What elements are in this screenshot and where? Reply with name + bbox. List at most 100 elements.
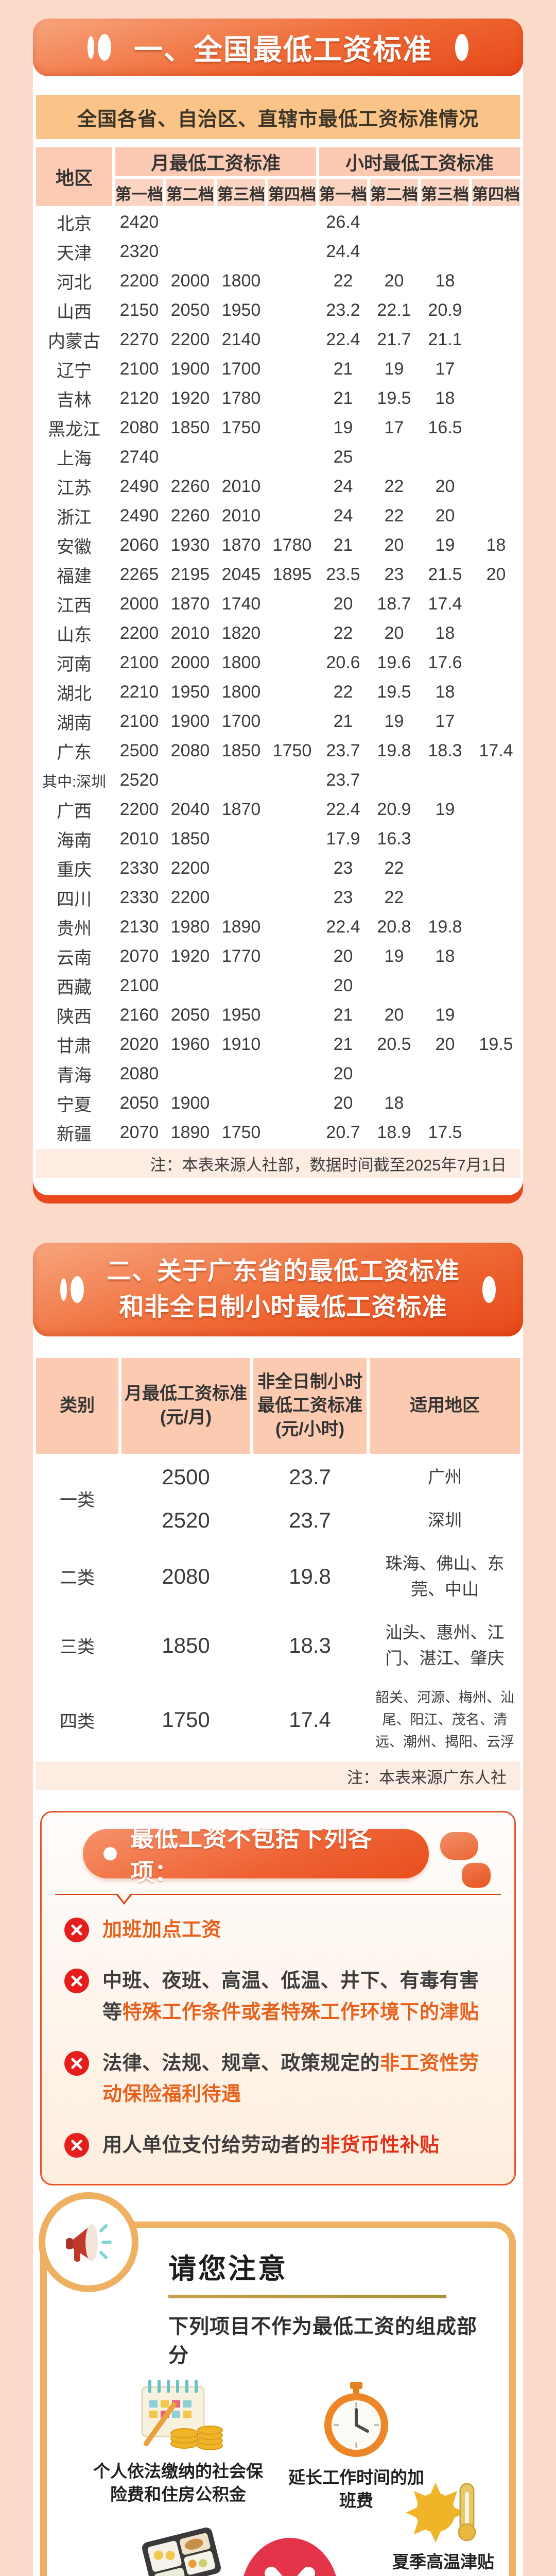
monthly-value-cell xyxy=(268,973,316,999)
region-cell: 上海 xyxy=(57,449,92,469)
monthly-value-cell: 2120 xyxy=(119,388,159,408)
monthly-value-cell: 2200 xyxy=(170,888,210,907)
hourly-value-cell: 21 xyxy=(333,535,353,555)
monthly-value-cell xyxy=(268,473,316,500)
monthly-value-cell: 2200 xyxy=(119,623,159,643)
hourly-value-cell: 20 xyxy=(486,565,506,584)
column-header: 类别 xyxy=(36,1358,118,1454)
monthly-value-cell: 2000 xyxy=(119,594,159,614)
hourly-value-cell: 19.8 xyxy=(377,741,411,760)
notice-item-caption: 个人依法缴纳的社会保险费和住房公积金 xyxy=(93,2462,263,2504)
monthly-value-cell: 2150 xyxy=(119,300,159,320)
hourly-value-cell xyxy=(370,209,418,235)
monthly-value-cell: 2330 xyxy=(119,858,159,878)
x-circle-icon xyxy=(64,1918,89,1943)
hourly-value-cell: 22.1 xyxy=(377,300,411,320)
region-cell: 福建 xyxy=(57,567,92,586)
hourly-value-cell: 17.5 xyxy=(428,1123,462,1142)
bento-icon xyxy=(142,2527,221,2576)
hourly-value-cell xyxy=(472,826,520,852)
applicable-area-cell: 汕头、惠州、江门、湛江、肇庆 xyxy=(385,1623,505,1668)
notice-item: 个人依法缴纳的社会保险费和住房公积金 xyxy=(93,2378,263,2506)
monthly-value-cell: 1890 xyxy=(221,917,261,937)
exclusions-title: 最低工资不包括下列各项： xyxy=(130,1825,372,1886)
monthly-value-cell: 1920 xyxy=(170,388,210,408)
notice-item: 夏季高温津贴 xyxy=(376,2479,510,2574)
hourly-value-cell xyxy=(472,268,520,294)
monthly-value-cell xyxy=(268,503,316,529)
region-cell: 吉林 xyxy=(57,391,92,410)
hourly-value-cell: 20 xyxy=(435,1035,455,1054)
hourly-value-cell: 23.2 xyxy=(326,300,360,320)
hourly-value-cell: 21.1 xyxy=(428,330,462,349)
applicable-area-cell: 韶关、河源、梅州、汕尾、阳江、茂名、清远、潮州、揭阳、云浮 xyxy=(375,1689,514,1750)
region-cell: 内蒙古 xyxy=(48,332,100,351)
hourly-value-cell: 20.9 xyxy=(428,300,462,320)
monthly-value-cell xyxy=(268,356,316,382)
hourly-value-cell: 18.3 xyxy=(289,1633,331,1657)
hourly-value-cell: 21 xyxy=(333,711,353,731)
monthly-value-cell: 2490 xyxy=(119,506,159,526)
hourly-value-cell: 19 xyxy=(384,711,404,731)
monthly-value-cell: 2100 xyxy=(119,359,159,379)
monthly-value-cell: 1700 xyxy=(221,359,261,379)
monthly-value-cell: 1950 xyxy=(170,682,210,702)
monthly-value-cell: 1900 xyxy=(170,711,210,731)
monthly-value-cell: 2045 xyxy=(221,565,261,584)
notice-item: 延长工作时间的加班费 xyxy=(282,2381,431,2512)
monthly-value-cell xyxy=(217,239,265,265)
monthly-value-cell xyxy=(268,826,316,852)
hourly-value-cell: 20 xyxy=(384,535,404,555)
monthly-value-cell xyxy=(217,826,265,852)
monthly-value-cell: 1800 xyxy=(221,682,261,702)
region-cell: 湖北 xyxy=(57,684,92,704)
monthly-value-cell: 2520 xyxy=(119,770,159,790)
guangdong-section-card: 二、关于广东省的最低工资标准 和非全日制小时最低工资标准 类别 月最低工资标准 (… xyxy=(33,1243,523,2576)
national-wage-table: 地区 月最低工资标准 小时最低工资标准 第一档 第二档 第三档 第四档 第一档 第二档 第三档 第四… xyxy=(36,147,520,1178)
hourly-value-cell: 20 xyxy=(435,506,455,526)
hourly-value-cell: 20.6 xyxy=(326,653,360,672)
hourly-value-cell: 20.5 xyxy=(377,1035,411,1054)
category-cell: 二类 xyxy=(60,1568,95,1588)
hourly-value-cell xyxy=(472,1090,520,1116)
hourly-value-cell xyxy=(421,767,469,793)
hourly-value-cell: 23.5 xyxy=(326,565,360,584)
monthly-value-cell xyxy=(268,620,316,647)
hourly-value-cell xyxy=(370,767,418,793)
category-cell: 四类 xyxy=(60,1711,95,1732)
hourly-value-cell xyxy=(472,1002,520,1028)
hourly-value-cell: 23 xyxy=(384,565,404,584)
monthly-value-cell: 2010 xyxy=(221,477,261,496)
monthly-value-cell: 2740 xyxy=(119,447,159,467)
monthly-value-cell xyxy=(166,444,214,470)
monthly-value-cell xyxy=(268,1061,316,1087)
hourly-value-cell: 22 xyxy=(384,477,404,496)
hourly-value-cell xyxy=(421,855,469,882)
monthly-value-cell xyxy=(268,885,316,911)
hourly-value-cell xyxy=(472,973,520,999)
monthly-value-cell: 2050 xyxy=(119,1093,159,1113)
notice-item-caption: 延长工作时间的加班费 xyxy=(288,2468,424,2510)
column-header-tier: 第二档 xyxy=(370,179,418,206)
notice-item-caption: 夏季高温津贴 xyxy=(392,2552,494,2572)
monthly-value-cell: 1930 xyxy=(170,535,210,555)
hourly-value-cell: 21 xyxy=(333,359,353,379)
region-cell: 海南 xyxy=(57,831,92,851)
monthly-value-cell: 2080 xyxy=(170,741,210,760)
hourly-value-cell: 19.5 xyxy=(479,1035,513,1054)
hourly-value-cell: 21.5 xyxy=(428,565,462,584)
hourly-value-cell: 19.6 xyxy=(377,653,411,672)
hourly-value-cell xyxy=(472,385,520,412)
column-header-region: 地区 xyxy=(36,147,112,206)
monthly-value-cell xyxy=(268,591,316,617)
hourly-value-cell: 17 xyxy=(435,359,455,379)
monthly-value-cell: 2265 xyxy=(119,565,159,584)
table1-caption: 全国各省、自治区、直辖市最低工资标准情况 xyxy=(36,95,520,139)
monthly-value-cell xyxy=(268,385,316,412)
monthly-value-cell: 2060 xyxy=(119,535,159,555)
not-included-mark xyxy=(239,2536,340,2576)
hourly-value-cell: 20 xyxy=(333,1093,353,1113)
exclusion-item-text: 加班加点工资 xyxy=(102,1919,222,1941)
monthly-value-cell: 2200 xyxy=(119,271,159,291)
monthly-value-cell xyxy=(217,1090,265,1116)
